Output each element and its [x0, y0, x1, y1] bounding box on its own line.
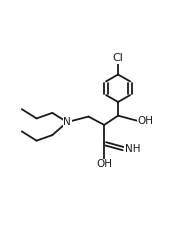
Text: NH: NH: [125, 144, 140, 154]
Text: OH: OH: [138, 116, 154, 126]
Text: OH: OH: [96, 159, 112, 169]
Text: Cl: Cl: [113, 53, 124, 63]
Text: N: N: [63, 117, 71, 127]
